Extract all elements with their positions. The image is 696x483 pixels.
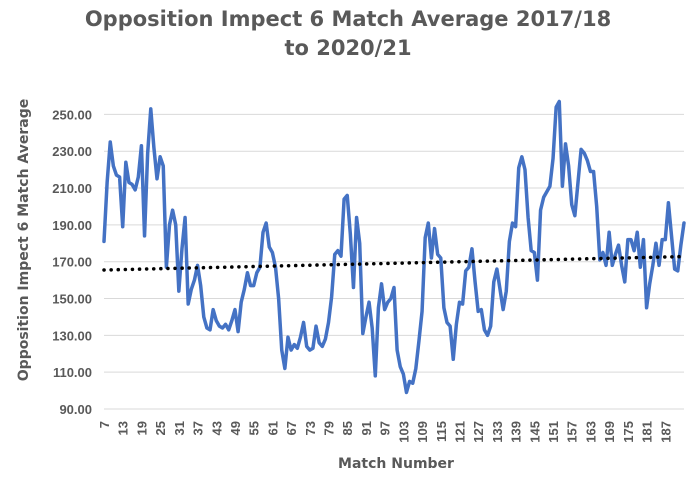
y-tick-label: 90.00 [59,402,92,417]
y-tick-label: 230.00 [52,144,92,159]
x-tick-label: 163 [583,421,598,443]
x-tick-label: 109 [415,421,430,443]
x-tick-label: 91 [359,421,374,435]
x-tick-label: 67 [284,421,299,435]
x-tick-label: 169 [602,421,617,443]
x-tick-label: 175 [621,421,636,443]
x-tick-label: 43 [209,421,224,435]
x-tick-label: 121 [452,421,467,443]
y-tick-label: 250.00 [52,107,92,122]
y-axis-title: Opposition Impect 6 Match Average [16,99,32,381]
y-tick-label: 170.00 [52,255,92,270]
x-tick-label: 73 [303,421,318,435]
y-tick-label: 150.00 [52,292,92,307]
x-tick-label: 139 [509,421,524,443]
x-tick-label: 181 [640,421,655,443]
chart-title-line-2: to 2020/21 [284,36,411,60]
x-tick-label: 133 [490,421,505,443]
x-tick-label: 103 [396,421,411,443]
x-tick-label: 157 [565,421,580,443]
x-tick-label: 55 [247,421,262,435]
x-tick-label: 187 [658,421,673,443]
y-tick-label: 130.00 [52,328,92,343]
series-line [102,99,686,395]
x-axis-ticks: 7 13 19 25 31 37 43 49 55 61 67 73 79 85 91 97 103 109 115… [97,421,673,443]
x-tick-label: 13 [116,421,131,435]
y-tick-label: 210.00 [52,181,92,196]
x-tick-label: 37 [191,421,206,435]
x-tick-label: 79 [322,421,337,435]
x-tick-label: 7 [97,421,112,428]
x-tick-label: 49 [228,421,243,435]
x-tick-label: 151 [546,421,561,443]
x-tick-label: 127 [471,421,486,443]
x-tick-label: 19 [134,421,149,435]
x-tick-label: 115 [434,421,449,442]
x-tick-label: 25 [153,421,168,435]
x-tick-label: 61 [265,421,280,435]
y-axis-ticks: 90.00 110.00 130.00 150.00 170.00 190.00 210.0… [52,107,92,417]
y-tick-label: 110.00 [53,365,92,380]
x-tick-label: 31 [172,421,187,435]
x-tick-label: 145 [527,421,542,443]
x-tick-label: 85 [340,421,355,435]
x-axis-title: Match Number [338,456,454,472]
y-tick-label: 190.00 [52,218,92,233]
chart-title-line-1: Opposition Impect 6 Match Average 2017/1… [85,7,611,31]
x-tick-label: 97 [378,421,393,435]
trendline [102,254,686,272]
